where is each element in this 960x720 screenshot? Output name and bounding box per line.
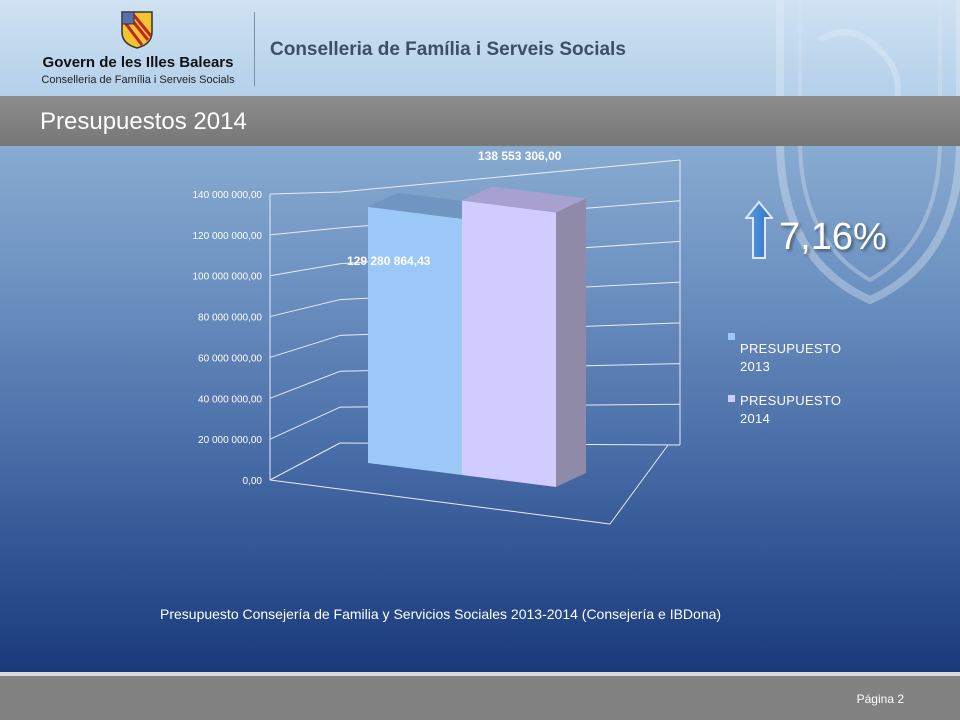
government-name: Govern de les Illes Balears: [42, 54, 234, 71]
gridline: [339, 159, 681, 193]
y-tick-label: 100 000 000,00: [192, 272, 262, 283]
legend-label: PRESUPUESTO 2013: [740, 340, 880, 376]
bar-2013: [368, 206, 462, 475]
page-number: Página 2: [856, 692, 904, 706]
bar-top-face: [462, 186, 586, 213]
up-arrow-icon: [745, 200, 773, 259]
gridline-depth: [269, 334, 341, 358]
data-label-2013: 129 280 864,43: [347, 254, 431, 268]
gridline-depth: [269, 299, 341, 318]
bar-side-face: [556, 198, 586, 488]
y-tick-label: 140 000 000,00: [192, 190, 262, 201]
header-title: Conselleria de Família i Serveis Socials: [270, 39, 626, 60]
government-logo: Govern de les Illes Balears Conselleria …: [28, 8, 248, 90]
gridline-depth: [269, 191, 341, 195]
legend-label: PRESUPUESTO 2014: [740, 392, 880, 428]
legend-swatch: [728, 333, 735, 340]
gridline-depth: [269, 370, 341, 399]
legend-label-line1: PRESUPUESTO: [740, 341, 842, 356]
increase-indicator: 7,16%: [745, 200, 895, 260]
footer-divider: [0, 672, 960, 676]
gridline-depth: [269, 442, 341, 481]
gridline-depth: [269, 406, 341, 440]
coat-of-arms-icon: [121, 11, 153, 49]
bar-2014: [462, 200, 556, 488]
y-tick-label: 0,00: [243, 476, 263, 487]
department-subtitle: Conselleria de Família i Serveis Socials: [41, 74, 235, 86]
header-divider: [254, 12, 255, 86]
y-tick-label: 80 000 000,00: [198, 313, 262, 324]
gridline-depth: [269, 227, 341, 236]
legend-label-line2: 2014: [740, 411, 771, 426]
y-tick-label: 20 000 000,00: [198, 435, 262, 446]
budget-bar-chart: 0,00 20 000 000,00 40 000 000,00 60 000 000…: [192, 149, 681, 525]
footer-bar: [0, 676, 960, 720]
y-tick-label: 40 000 000,00: [198, 394, 262, 405]
legend-label-line1: PRESUPUESTO: [740, 393, 842, 408]
bar-top-face: [368, 192, 492, 219]
y-tick-label: 60 000 000,00: [198, 353, 262, 364]
legend-swatch: [728, 395, 735, 402]
floor-front-edge: [269, 479, 611, 525]
increase-percent: 7,16%: [779, 216, 887, 258]
legend-label-line2: 2013: [740, 359, 771, 374]
chart-caption: Presupuesto Consejería de Familia y Serv…: [160, 606, 722, 622]
data-label-2014: 138 553 306,00: [478, 149, 562, 163]
title-bar: [0, 96, 960, 146]
header-bar: [0, 0, 960, 96]
gridline-depth: [269, 263, 341, 277]
y-tick-label: 120 000 000,00: [192, 231, 262, 242]
floor-right-edge: [609, 444, 669, 525]
slide-title: Presupuestos 2014: [40, 108, 247, 135]
